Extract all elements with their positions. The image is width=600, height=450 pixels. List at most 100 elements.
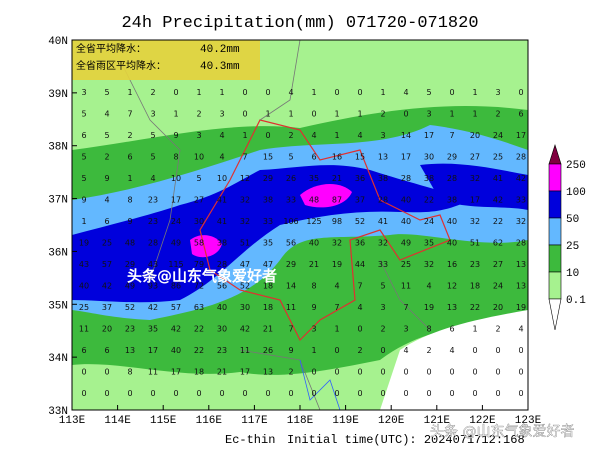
station-value: 24 <box>493 131 503 140</box>
station-value: 30 <box>194 217 204 226</box>
station-value: 0 <box>104 368 109 377</box>
station-value: 52 <box>240 282 250 291</box>
station-value: 26 <box>286 174 296 183</box>
station-value: 11 <box>286 303 296 312</box>
station-value: 5 <box>150 131 155 140</box>
station-value: 0 <box>472 346 477 355</box>
info-value: 40.3mm <box>200 61 240 73</box>
lon-label: 123E <box>515 415 542 427</box>
station-value: 28 <box>148 239 158 248</box>
station-value: 0 <box>426 368 431 377</box>
station-value: 4 <box>518 325 523 334</box>
station-value: 30 <box>424 153 434 162</box>
station-value: 38 <box>447 196 457 205</box>
footer-model: Ec-thin <box>225 433 275 447</box>
station-value: 2 <box>150 88 155 97</box>
station-value: 40 <box>171 346 181 355</box>
station-value: 0 <box>219 389 224 398</box>
station-value: 14 <box>401 131 411 140</box>
station-value: 9 <box>311 303 316 312</box>
station-value: 28 <box>217 260 227 269</box>
station-value: 38 <box>424 174 434 183</box>
station-value: 43 <box>148 260 158 269</box>
station-value: 5 <box>81 153 86 162</box>
station-value: 5 <box>150 153 155 162</box>
station-value: 22 <box>194 346 204 355</box>
station-value: 4 <box>219 153 224 162</box>
station-value: 6 <box>449 325 454 334</box>
station-value: 1 <box>311 346 316 355</box>
station-value: 1 <box>219 88 224 97</box>
station-value: 5 <box>426 88 431 97</box>
lat-label: 39N <box>48 89 68 101</box>
lon-label: 115E <box>150 415 177 427</box>
station-value: 28 <box>516 153 526 162</box>
station-value: 1 <box>127 88 132 97</box>
station-value: 51 <box>470 239 480 248</box>
station-value: 98 <box>332 217 342 226</box>
station-value: 1 <box>472 88 477 97</box>
station-value: 0 <box>81 389 86 398</box>
lon-label: 120E <box>378 415 405 427</box>
footer-init: Initial time(UTC): 2024071712:168 <box>287 433 525 447</box>
lon-label: 113E <box>59 415 86 427</box>
station-value: 3 <box>426 110 431 119</box>
station-value: 2 <box>495 325 500 334</box>
station-value: 0 <box>518 88 523 97</box>
station-value: 14 <box>286 282 296 291</box>
station-value: 2 <box>380 325 385 334</box>
station-value: 49 <box>125 282 135 291</box>
station-value: 93 <box>148 282 158 291</box>
station-value: 8 <box>173 153 178 162</box>
station-value: 4 <box>288 88 293 97</box>
station-value: 2 <box>104 153 109 162</box>
station-value: 1 <box>472 110 477 119</box>
station-value: 10 <box>171 174 181 183</box>
station-value: 22 <box>424 196 434 205</box>
station-value: 13 <box>516 260 526 269</box>
station-value: 0 <box>357 88 362 97</box>
station-value: 7 <box>288 325 293 334</box>
station-value: 115 <box>168 260 183 269</box>
precip-field <box>72 40 528 410</box>
station-value: 20 <box>493 303 503 312</box>
station-value: 0 <box>518 346 523 355</box>
info-value: 40.2mm <box>200 44 240 56</box>
lat-label: 36N <box>48 247 68 259</box>
station-value: 0 <box>403 389 408 398</box>
station-value: 2 <box>495 110 500 119</box>
station-value: 0 <box>242 389 247 398</box>
station-value: 1 <box>265 110 270 119</box>
station-value: 5 <box>104 88 109 97</box>
lat-label: 35N <box>48 300 68 312</box>
colorbar-label: 10 <box>566 268 579 280</box>
station-value: 0 <box>173 88 178 97</box>
station-value: 40 <box>79 282 89 291</box>
colorbar-label: 50 <box>566 214 579 226</box>
station-value: 40 <box>447 217 457 226</box>
lat-label: 40N <box>48 36 68 48</box>
station-value: 9 <box>173 131 178 140</box>
station-value: 16 <box>447 260 457 269</box>
station-value: 106 <box>283 217 298 226</box>
station-value: 9 <box>288 346 293 355</box>
station-value: 5 <box>196 174 201 183</box>
station-value: 15 <box>263 153 273 162</box>
station-value: 33 <box>286 196 296 205</box>
station-value: 72 <box>194 282 204 291</box>
station-value: 29 <box>286 260 296 269</box>
station-value: 11 <box>401 282 411 291</box>
station-value: 5 <box>81 174 86 183</box>
station-value: 35 <box>309 174 319 183</box>
station-value: 17 <box>148 346 158 355</box>
station-value: 0 <box>311 368 316 377</box>
lat-label: 33N <box>48 406 68 418</box>
station-value: 30 <box>240 303 250 312</box>
station-value: 16 <box>332 153 342 162</box>
station-value: 1 <box>288 110 293 119</box>
station-value: 12 <box>447 282 457 291</box>
station-value: 40 <box>401 217 411 226</box>
